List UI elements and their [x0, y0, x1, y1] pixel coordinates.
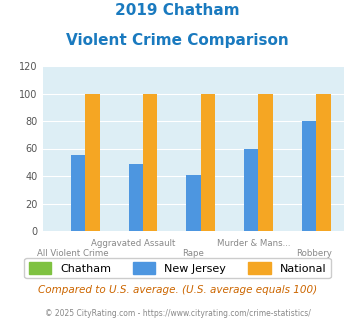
Text: Violent Crime Comparison: Violent Crime Comparison [66, 33, 289, 48]
Bar [143, 93, 157, 231]
Bar [71, 155, 85, 231]
Bar [129, 164, 143, 231]
Bar [85, 93, 100, 231]
Bar [201, 93, 215, 231]
Legend: Chatham, New Jersey, National: Chatham, New Jersey, National [24, 258, 331, 278]
Text: Murder & Mans...: Murder & Mans... [217, 239, 291, 248]
Bar [244, 148, 258, 231]
Bar [316, 93, 331, 231]
Text: Aggravated Assault: Aggravated Assault [91, 239, 175, 248]
Text: All Violent Crime: All Violent Crime [37, 249, 109, 258]
Text: Rape: Rape [182, 249, 204, 258]
Bar [186, 175, 201, 231]
Bar [258, 93, 273, 231]
Bar [302, 121, 316, 231]
Text: Robbery: Robbery [296, 249, 332, 258]
Text: Compared to U.S. average. (U.S. average equals 100): Compared to U.S. average. (U.S. average … [38, 285, 317, 295]
Text: © 2025 CityRating.com - https://www.cityrating.com/crime-statistics/: © 2025 CityRating.com - https://www.city… [45, 309, 310, 317]
Text: 2019 Chatham: 2019 Chatham [115, 3, 240, 18]
